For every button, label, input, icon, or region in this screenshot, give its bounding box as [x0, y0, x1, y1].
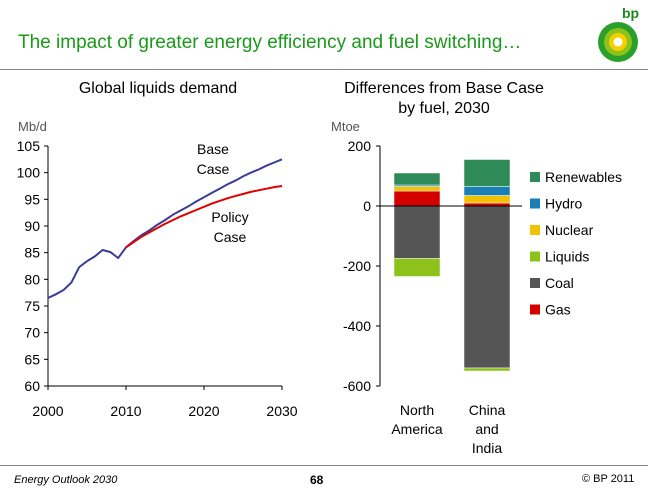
legend-label-hydro: Hydro: [545, 196, 583, 212]
policy-case-line: [125, 185, 283, 249]
right-y-unit-label: Mtoe: [331, 119, 360, 134]
left-y-tick-label: 80: [24, 271, 40, 287]
bar-segment-liquids: [393, 258, 441, 277]
left-y-tick-label: 100: [17, 165, 41, 181]
fuel-differences-chart: Differences from Base Case by fuel, 2030…: [331, 80, 622, 456]
left-y-tick-label: 90: [24, 218, 40, 234]
right-x-category-label: North: [400, 402, 434, 418]
left-chart-title: Global liquids demand: [79, 80, 237, 97]
bp-helios-center: [613, 37, 623, 47]
left-x-tick-label: 2000: [32, 403, 63, 419]
legend-swatch-renewables: [530, 172, 540, 182]
right-x-category-label: China: [469, 402, 506, 418]
left-x-tick-label: 2020: [188, 403, 219, 419]
right-x-category-label: and: [475, 421, 498, 437]
legend-label-gas: Gas: [545, 302, 571, 318]
right-y-tick-label: 0: [363, 198, 371, 214]
right-y-tick-label: 200: [348, 138, 372, 154]
left-x-tick-label: 2010: [110, 403, 141, 419]
base-case-label: Base: [197, 141, 229, 157]
right-y-tick-label: -400: [343, 318, 371, 334]
legend-label-liquids: Liquids: [545, 249, 589, 265]
base-case-line: [47, 158, 283, 299]
liquids-demand-chart: Global liquids demand Mb/d 60 65 70 75 80 85 9…: [17, 80, 298, 419]
bar-segment-nuclear: [463, 195, 511, 204]
right-chart-title-line2: by fuel, 2030: [398, 100, 490, 117]
legend-label-coal: Coal: [545, 275, 574, 291]
left-y-tick-label: 105: [17, 138, 41, 154]
footer-rule: [0, 465, 648, 466]
left-x-tick-label: 2030: [266, 403, 297, 419]
left-y-tick-label: 95: [24, 191, 40, 207]
bp-logo: bp: [598, 5, 639, 62]
bar-segment-renewables: [393, 172, 441, 186]
legend-label-nuclear: Nuclear: [545, 222, 594, 238]
legend-swatch-nuclear: [530, 225, 540, 235]
left-y-tick-label: 70: [24, 325, 40, 341]
policy-case-label: Policy: [211, 209, 248, 225]
right-x-category-label: India: [472, 440, 503, 456]
footer-page-number: 68: [310, 473, 324, 487]
footer-report-name: Energy Outlook 2030: [14, 474, 118, 486]
right-y-tick-label: -600: [343, 378, 371, 394]
left-y-tick-label: 75: [24, 298, 40, 314]
bar-segment-gas: [393, 190, 441, 207]
left-y-unit-label: Mb/d: [18, 119, 47, 134]
bp-logo-text: bp: [622, 5, 639, 21]
bar-segment-coal: [463, 205, 511, 369]
left-y-tick-label: 60: [24, 378, 40, 394]
legend-swatch-gas: [530, 304, 540, 315]
bar-segment-renewables: [463, 159, 511, 187]
legend-swatch-coal: [530, 278, 540, 288]
bar-segment-coal: [393, 205, 441, 259]
bar-segment-liquids: [463, 367, 511, 372]
left-y-tick-label: 85: [24, 245, 40, 261]
slide-title: The impact of greater energy efficiency …: [18, 32, 522, 53]
policy-case-label: Case: [214, 229, 247, 245]
legend-swatch-hydro: [530, 198, 540, 209]
right-chart-title-line1: Differences from Base Case: [344, 80, 544, 97]
header-rule: [0, 69, 648, 70]
right-y-tick-label: -200: [343, 258, 371, 274]
bar-segment-hydro: [463, 186, 511, 196]
base-case-label: Case: [197, 161, 230, 177]
legend-swatch-liquids: [530, 251, 540, 262]
legend-label-renewables: Renewables: [545, 169, 622, 185]
right-x-category-label: America: [391, 421, 443, 437]
bar-segment-nuclear: [393, 186, 441, 192]
left-y-tick-label: 65: [24, 351, 40, 367]
footer-copyright: © BP 2011: [582, 473, 635, 485]
